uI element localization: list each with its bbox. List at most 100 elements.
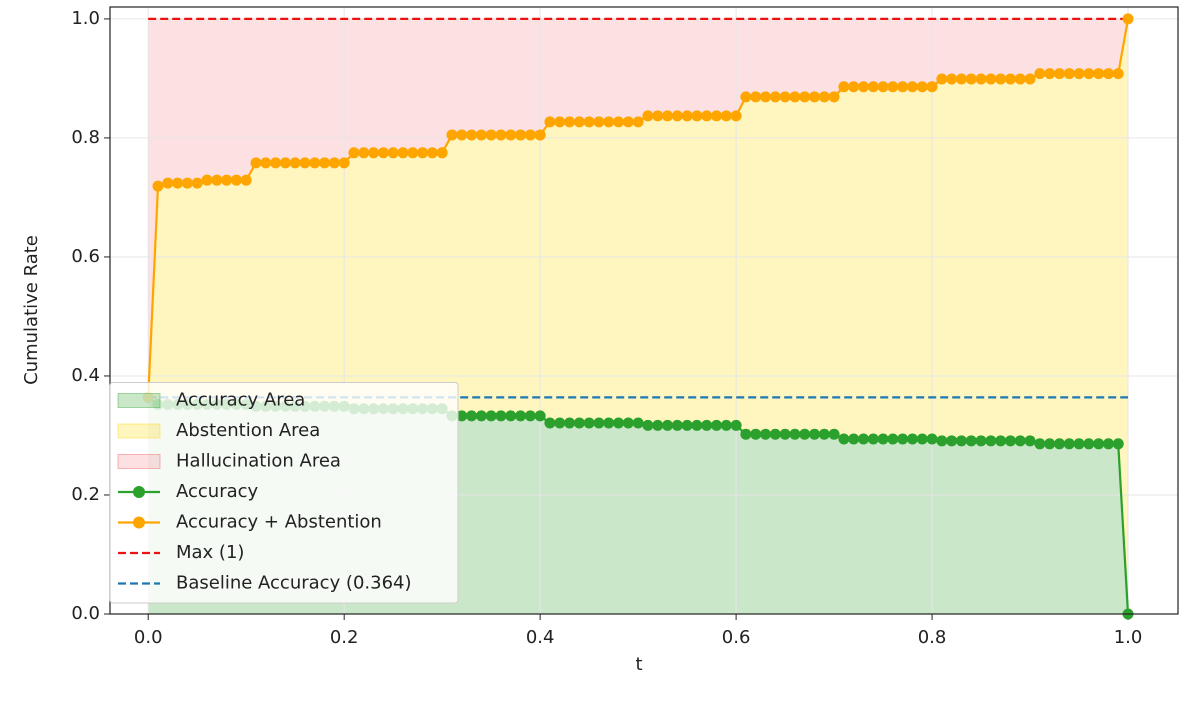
series-point — [613, 116, 625, 128]
y-tick-label: 1.0 — [71, 8, 100, 29]
series-point — [328, 157, 340, 169]
series-point — [1053, 438, 1065, 450]
x-tick-label: 0.2 — [330, 627, 359, 648]
series-point — [857, 433, 869, 445]
series-point — [583, 417, 595, 429]
series-point — [848, 433, 860, 445]
series-point — [172, 177, 184, 189]
series-point — [534, 410, 546, 422]
series-point — [201, 174, 213, 186]
series-point — [1014, 73, 1026, 85]
series-point — [975, 73, 987, 85]
series-point — [936, 435, 948, 447]
series-point — [1083, 438, 1095, 450]
legend-box — [109, 382, 459, 604]
series-point — [906, 81, 918, 93]
series-point — [485, 129, 497, 141]
series-point — [662, 110, 674, 122]
x-tick-label: 0.6 — [722, 627, 751, 648]
series-point — [1112, 438, 1124, 450]
series-point — [818, 428, 830, 440]
legend-label: Baseline Accuracy (0.364) — [176, 573, 412, 594]
plot-frame — [109, 6, 1179, 615]
series-point — [779, 428, 791, 440]
y-tick-label: 0.4 — [71, 365, 100, 386]
series-point — [162, 177, 174, 189]
series-point — [1073, 68, 1085, 80]
y-tick-label: 0.2 — [71, 484, 100, 505]
series-point — [975, 435, 987, 447]
series-point — [1014, 435, 1026, 447]
series-point — [319, 157, 331, 169]
series-point — [1044, 438, 1056, 450]
series-point — [485, 410, 497, 422]
series-point — [426, 147, 438, 159]
series-point — [573, 417, 585, 429]
series-point — [407, 147, 419, 159]
series-point — [466, 129, 478, 141]
series-point — [779, 91, 791, 103]
series-point — [730, 110, 742, 122]
series-point — [564, 116, 576, 128]
series-point — [955, 435, 967, 447]
series-point — [1034, 438, 1046, 450]
series-point — [1024, 435, 1036, 447]
series-point — [877, 433, 889, 445]
series-point — [946, 435, 958, 447]
series-point — [270, 157, 282, 169]
series-point — [926, 81, 938, 93]
series-point — [221, 174, 233, 186]
series-point — [838, 433, 850, 445]
series-point — [1044, 68, 1056, 80]
series-point — [466, 410, 478, 422]
series-point — [759, 428, 771, 440]
series-point — [397, 147, 409, 159]
series-point — [1063, 68, 1075, 80]
series-point — [1102, 68, 1114, 80]
series-point — [1112, 68, 1124, 80]
series-point — [642, 110, 654, 122]
series-point — [544, 116, 556, 128]
series-point — [1093, 68, 1105, 80]
series-point — [662, 419, 674, 431]
series-point — [1122, 13, 1134, 25]
series-point — [181, 177, 193, 189]
series-point — [995, 435, 1007, 447]
series-point — [152, 180, 164, 192]
legend-label: Hallucination Area — [176, 451, 341, 472]
series-point — [671, 110, 683, 122]
series-point — [652, 110, 664, 122]
legend-label: Max (1) — [176, 542, 244, 563]
series-point — [877, 81, 889, 93]
series-point — [230, 174, 242, 186]
series-point — [828, 428, 840, 440]
x-tick-label: 0.4 — [526, 627, 555, 648]
series-point — [681, 110, 693, 122]
series-point — [309, 157, 321, 169]
series-point — [564, 417, 576, 429]
series-point — [1073, 438, 1085, 450]
series-point — [191, 177, 203, 189]
abstention-area — [148, 18, 1129, 614]
series-point — [358, 147, 370, 159]
series-point — [1034, 68, 1046, 80]
series-point — [965, 73, 977, 85]
series-point — [1053, 68, 1065, 80]
series-point — [740, 428, 752, 440]
series-point — [711, 110, 723, 122]
series-point — [377, 147, 389, 159]
x-tick-label: 0.8 — [918, 627, 947, 648]
series-point — [279, 157, 291, 169]
series-point — [995, 73, 1007, 85]
series-point — [808, 428, 820, 440]
series-point — [603, 417, 615, 429]
legend-label: Accuracy + Abstention — [176, 512, 382, 533]
series-point — [593, 417, 605, 429]
series-point — [622, 417, 634, 429]
legend-swatch — [117, 454, 161, 469]
legend-label: Abstention Area — [176, 420, 320, 441]
series-point — [456, 129, 468, 141]
series-point — [691, 110, 703, 122]
legend-label: Accuracy Area — [176, 390, 305, 411]
